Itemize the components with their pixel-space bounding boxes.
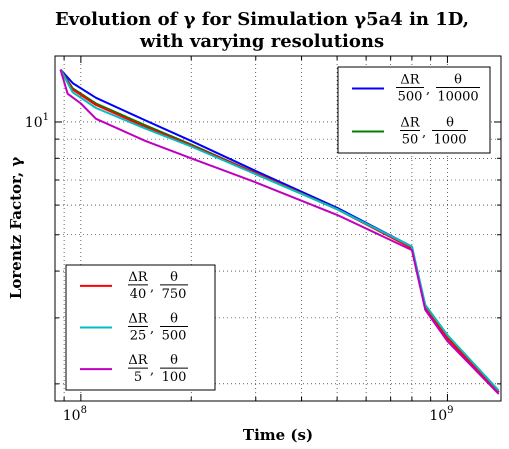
legend-fraction-numerator: θ	[170, 312, 178, 327]
x-tick-label: 109	[429, 405, 453, 424]
legend-fraction-denominator: 40	[130, 287, 147, 302]
legend-fraction-denominator: 10000	[437, 90, 478, 105]
legend-fraction-denominator: 1000	[433, 133, 466, 148]
axis-ticks	[55, 56, 501, 401]
legend-fraction-numerator: θ	[446, 116, 454, 131]
legend-comma: ,	[426, 83, 430, 98]
legend-fraction-denominator: 25	[130, 329, 147, 344]
x-axis-label: Time (s)	[243, 426, 313, 444]
legends: ΔR 500 , θ 10000 ΔR 50 , θ 1000 ΔR 40 , θ 750 ΔR 25 , θ 500…	[65, 66, 491, 391]
legend-fraction-denominator: 5	[134, 370, 142, 385]
legend-comma: ,	[422, 126, 426, 141]
chart-title-line2: with varying resolutions	[139, 31, 384, 52]
legend-fraction-denominator: 50	[402, 133, 419, 148]
chart-title-line1: Evolution of γ for Simulation γ5a4 in 1D…	[55, 9, 469, 30]
legend-entry: ΔR 25 , θ 500	[80, 312, 188, 344]
legend-fraction-numerator: ΔR	[400, 73, 420, 88]
legend-entry: ΔR 500 , θ 10000	[352, 73, 480, 105]
legend-fraction-numerator: θ	[454, 73, 462, 88]
legend-comma: ,	[150, 363, 154, 378]
legend-entry: ΔR 50 , θ 1000	[352, 116, 468, 148]
series-layer	[59, 68, 500, 395]
y-tick-label: 101	[25, 112, 49, 131]
x-tick-label: 108	[63, 405, 87, 424]
legend-fraction-numerator: ΔR	[128, 270, 148, 285]
series-line-3	[59, 69, 500, 392]
legend-entry: ΔR 5 , θ 100	[80, 353, 188, 385]
legend-fraction-denominator: 750	[162, 287, 187, 302]
plot-frame	[54, 55, 502, 402]
legend-fraction-denominator: 100	[162, 370, 187, 385]
legend-box	[337, 66, 491, 154]
legend-fraction-denominator: 500	[398, 90, 423, 105]
legend-top-right: ΔR 500 , θ 10000 ΔR 50 , θ 1000	[337, 66, 491, 154]
series-line-4	[59, 69, 500, 395]
legend-fraction-numerator: ΔR	[400, 116, 420, 131]
legend-fraction-numerator: ΔR	[128, 353, 148, 368]
legend-fraction-numerator: θ	[170, 270, 178, 285]
legend-entry: ΔR 40 , θ 750	[80, 270, 188, 302]
legend-bottom-left: ΔR 40 , θ 750 ΔR 25 , θ 500 ΔR 5 , θ 100	[65, 264, 216, 391]
tick-labels: 108 109 101	[25, 112, 454, 424]
legend-comma: ,	[150, 322, 154, 337]
legend-comma: ,	[150, 280, 154, 295]
legend-fraction-denominator: 500	[162, 329, 187, 344]
series-line-2	[59, 69, 500, 393]
legend-fraction-numerator: θ	[170, 353, 178, 368]
legend-fraction-numerator: ΔR	[128, 312, 148, 327]
y-axis-label: Lorentz Factor, γ	[7, 157, 25, 299]
